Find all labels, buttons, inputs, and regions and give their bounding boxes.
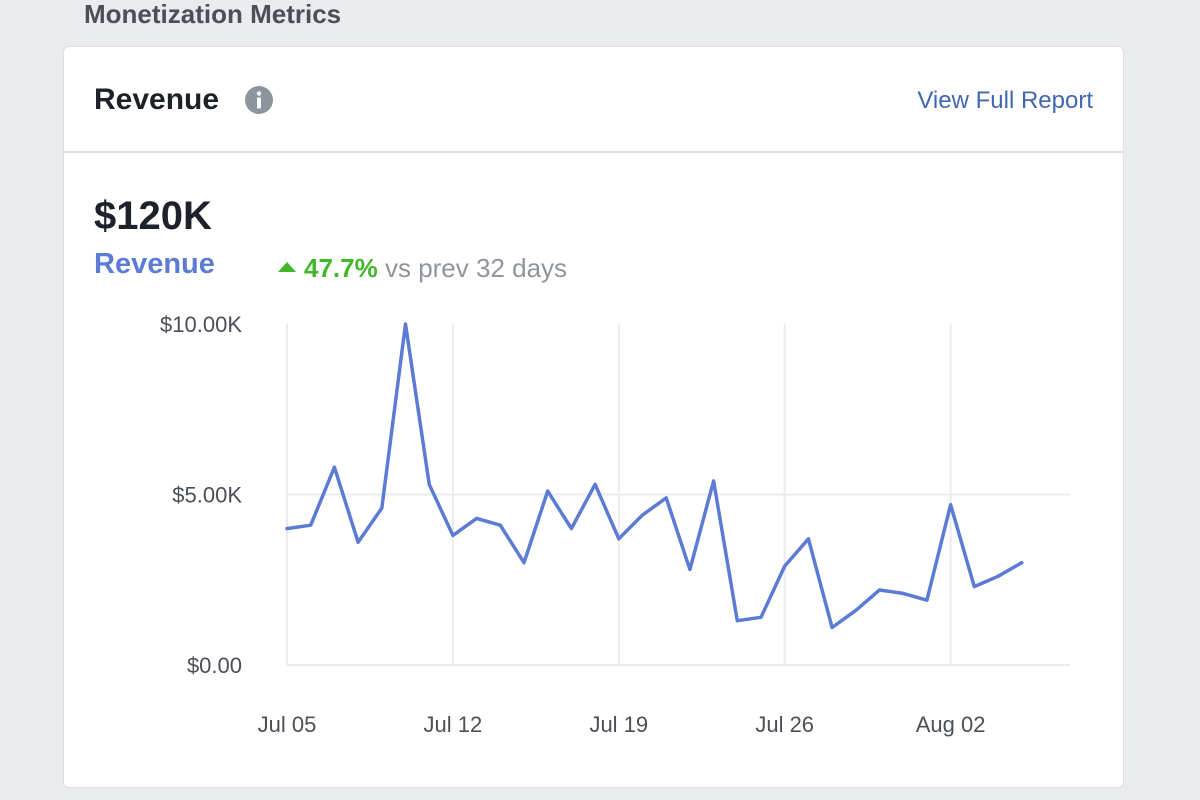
x-tick-label: Jul 05 xyxy=(258,712,317,737)
data-point xyxy=(926,599,928,601)
data-point xyxy=(736,620,738,622)
x-tick-label: Aug 02 xyxy=(916,712,986,737)
data-point xyxy=(357,541,359,543)
metric-label: Revenue xyxy=(94,248,215,280)
data-point xyxy=(523,562,525,564)
data-point xyxy=(902,592,904,594)
data-point xyxy=(547,490,549,492)
data-point xyxy=(950,504,952,506)
data-point xyxy=(476,517,478,519)
y-tick-label: $0.00 xyxy=(187,653,242,678)
data-point xyxy=(499,524,501,526)
data-point xyxy=(428,483,430,485)
data-point xyxy=(333,466,335,468)
x-tick-label: Jul 19 xyxy=(589,712,648,737)
x-tick-label: Jul 12 xyxy=(424,712,483,737)
data-point xyxy=(807,538,809,540)
data-point xyxy=(879,589,880,591)
data-point xyxy=(855,609,857,611)
data-point xyxy=(784,565,786,567)
info-icon[interactable] xyxy=(244,85,274,115)
data-point xyxy=(286,528,288,530)
y-tick-label: $5.00K xyxy=(172,483,242,508)
data-point xyxy=(713,480,715,482)
up-arrow-icon xyxy=(278,262,296,272)
change-percent: 47.7% xyxy=(304,253,378,283)
data-point xyxy=(665,497,667,499)
data-point xyxy=(310,524,312,526)
data-point xyxy=(618,538,620,540)
data-point xyxy=(594,483,596,485)
change-indicator: 47.7% vs prev 32 days xyxy=(278,252,567,284)
data-point xyxy=(381,507,383,509)
data-point xyxy=(452,534,454,536)
data-point xyxy=(642,514,643,516)
change-comparison-text: vs prev 32 days xyxy=(384,253,568,283)
data-point xyxy=(973,586,975,588)
x-tick-label: Jul 26 xyxy=(755,712,814,737)
card-header: Revenue View Full Report xyxy=(64,47,1123,153)
data-point xyxy=(405,323,406,325)
total-revenue-value: $120K xyxy=(94,194,212,238)
data-point xyxy=(831,626,833,628)
data-point xyxy=(997,575,999,577)
revenue-series-line xyxy=(285,322,1024,630)
y-tick-label: $10.00K xyxy=(160,312,242,337)
data-point xyxy=(1021,562,1023,564)
data-point xyxy=(570,528,572,530)
section-title: Monetization Metrics xyxy=(84,0,342,29)
data-point xyxy=(760,616,762,618)
card-title: Revenue xyxy=(94,83,220,116)
view-full-report-link[interactable]: View Full Report xyxy=(917,87,1093,114)
data-point xyxy=(689,569,691,571)
